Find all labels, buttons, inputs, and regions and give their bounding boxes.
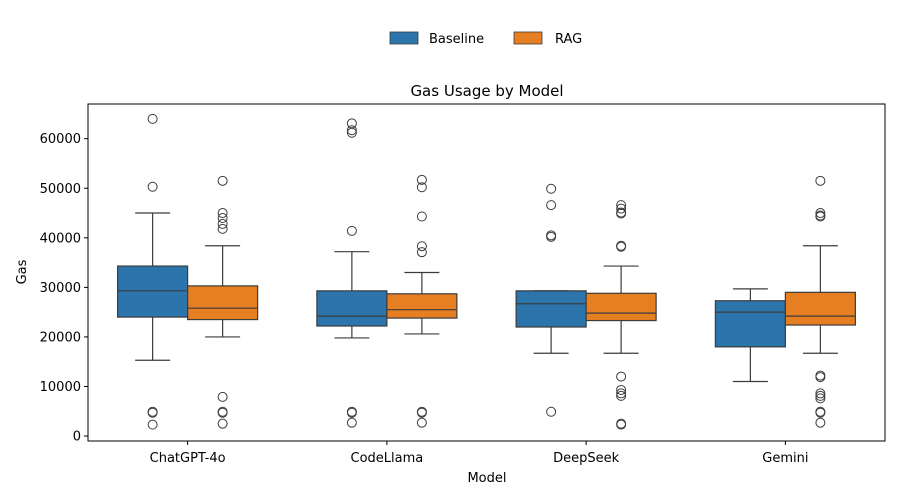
outlier-point bbox=[815, 208, 826, 219]
legend-label-rag: RAG bbox=[555, 32, 582, 47]
outlier-point bbox=[147, 181, 158, 192]
outlier-point bbox=[815, 417, 826, 428]
legend-label-baseline: Baseline bbox=[429, 32, 484, 47]
box-rag bbox=[784, 291, 856, 326]
outlier-point bbox=[217, 175, 228, 186]
y-tick-label: 10000 bbox=[40, 380, 81, 395]
outlier-point bbox=[346, 125, 357, 136]
y-tick-label: 0 bbox=[73, 430, 81, 445]
outlier-point bbox=[416, 247, 427, 258]
outlier-point bbox=[546, 200, 557, 211]
x-tick-label: Gemini bbox=[762, 451, 808, 466]
chart-title: Gas Usage by Model bbox=[410, 82, 563, 100]
y-tick-label: 40000 bbox=[40, 231, 81, 246]
outlier-point bbox=[616, 419, 627, 430]
box-baseline bbox=[515, 290, 587, 328]
outlier-point bbox=[815, 211, 826, 222]
outlier-point bbox=[546, 231, 557, 242]
outlier-point bbox=[346, 225, 357, 236]
legend: Baseline RAG bbox=[389, 31, 582, 47]
outlier-point bbox=[815, 390, 826, 401]
outlier-point bbox=[815, 175, 826, 186]
outlier-point bbox=[416, 241, 427, 252]
outlier-point bbox=[217, 391, 228, 402]
outlier-point bbox=[147, 113, 158, 124]
outlier-point bbox=[546, 406, 557, 417]
box-rag bbox=[187, 285, 259, 321]
outlier-point bbox=[616, 208, 627, 219]
outlier-point bbox=[346, 127, 357, 138]
y-tick-label: 50000 bbox=[40, 182, 81, 197]
outlier-point bbox=[616, 241, 627, 252]
outlier-point bbox=[616, 203, 627, 214]
outlier-point bbox=[616, 390, 627, 401]
y-tick-label: 20000 bbox=[40, 330, 81, 345]
outlier-point bbox=[217, 407, 228, 418]
box-baseline bbox=[714, 300, 786, 348]
outlier-point bbox=[217, 208, 228, 219]
outlier-point bbox=[147, 419, 158, 430]
legend-swatch-baseline bbox=[389, 31, 419, 45]
outlier-point bbox=[616, 384, 627, 395]
legend-swatch-rag bbox=[513, 31, 543, 45]
x-tick-label: ChatGPT-4o bbox=[150, 451, 226, 466]
outlier-point bbox=[616, 200, 627, 211]
outlier-point bbox=[217, 418, 228, 429]
outlier-point bbox=[217, 212, 228, 223]
outlier-point bbox=[147, 407, 158, 418]
outlier-point bbox=[416, 407, 427, 418]
outlier-point bbox=[416, 211, 427, 222]
y-axis-label: Gas bbox=[15, 259, 30, 284]
outlier-point bbox=[346, 407, 357, 418]
box-rag bbox=[585, 292, 657, 322]
y-tick-label: 60000 bbox=[40, 132, 81, 147]
box-rag bbox=[386, 293, 458, 319]
outlier-point bbox=[416, 174, 427, 185]
outlier-point bbox=[815, 407, 826, 418]
outlier-point bbox=[815, 393, 826, 404]
plot-frame bbox=[87, 103, 886, 442]
outlier-point bbox=[217, 218, 228, 229]
outlier-point bbox=[546, 183, 557, 194]
outlier-point bbox=[416, 182, 427, 193]
outlier-point bbox=[815, 388, 826, 399]
outlier-point bbox=[616, 388, 627, 399]
outlier-point bbox=[815, 372, 826, 383]
box-baseline bbox=[117, 265, 189, 318]
outlier-point bbox=[346, 417, 357, 428]
x-axis-label: Model bbox=[467, 471, 506, 486]
y-tick-label: 30000 bbox=[40, 281, 81, 296]
x-tick-label: CodeLlama bbox=[351, 451, 424, 466]
box-baseline bbox=[316, 290, 388, 327]
outlier-point bbox=[616, 371, 627, 382]
outlier-point bbox=[217, 223, 228, 234]
outlier-point bbox=[416, 417, 427, 428]
x-tick-label: DeepSeek bbox=[553, 451, 620, 466]
plot-area: 0 10000 20000 30000 40000 50000 60000 ChatGPT-4… bbox=[40, 113, 856, 466]
